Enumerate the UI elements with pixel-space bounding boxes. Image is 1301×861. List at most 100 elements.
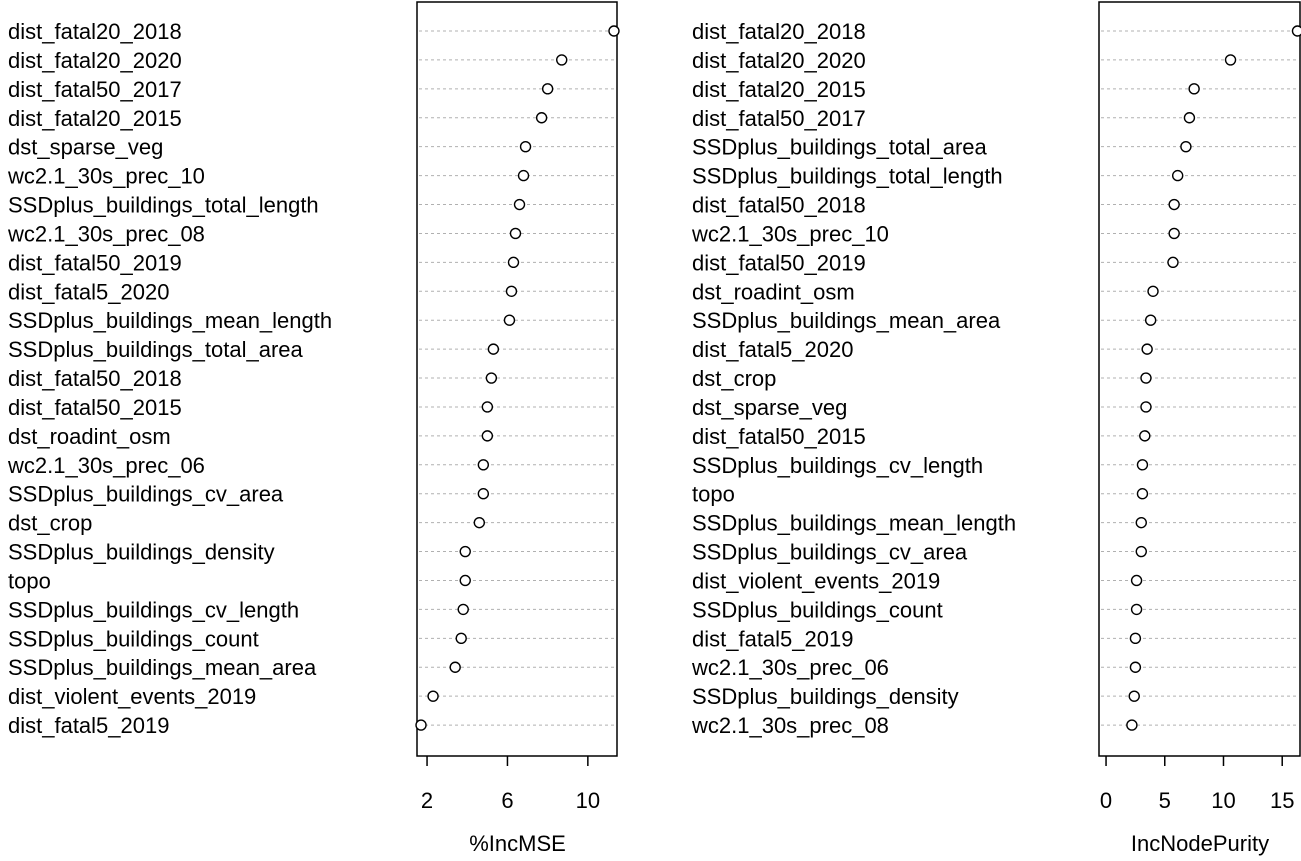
variable-label: dst_crop [8, 511, 92, 536]
data-point [1129, 661, 1142, 673]
variable-label: wc2.1_30s_prec_06 [7, 453, 205, 478]
data-point [449, 661, 461, 673]
variable-label: dist_fatal5_2019 [8, 713, 169, 738]
data-point [1167, 256, 1179, 269]
data-point [1139, 430, 1151, 442]
data-point [415, 719, 427, 731]
data-point [459, 574, 471, 587]
variable-label: dist_fatal50_2015 [692, 424, 866, 449]
variable-label: dist_fatal50_2017 [692, 106, 866, 131]
variable-label: dist_fatal20_2015 [8, 106, 182, 131]
data-point [487, 343, 500, 355]
data-point [517, 169, 530, 182]
data-point [1126, 719, 1138, 731]
variable-label: dist_fatal5_2020 [8, 279, 169, 304]
variable-label: SSDplus_buildings_total_length [8, 193, 319, 218]
data-point [1130, 603, 1143, 616]
data-point [1180, 140, 1192, 153]
data-point [485, 372, 498, 384]
data-point [505, 285, 518, 297]
data-point [427, 690, 439, 702]
data-point [1147, 285, 1159, 297]
variable-label: dist_fatal20_2018 [692, 19, 866, 44]
variable-label: topo [692, 482, 735, 507]
data-point [457, 603, 469, 616]
variable-label: dst_sparse_veg [692, 395, 847, 420]
variable-label: wc2.1_30s_prec_08 [7, 221, 205, 246]
variable-label: SSDplus_buildings_mean_area [692, 308, 1001, 333]
variable-label: wc2.1_30s_prec_10 [691, 221, 889, 246]
variable-label: dist_violent_events_2019 [692, 568, 940, 593]
variable-label: wc2.1_30s_prec_10 [7, 164, 205, 189]
data-point [556, 54, 568, 66]
variable-label: dist_fatal5_2020 [692, 337, 853, 362]
data-point [519, 140, 532, 153]
variable-label: SSDplus_buildings_count [8, 626, 259, 651]
variable-label: SSDplus_buildings_cv_length [8, 597, 299, 622]
data-point [1140, 401, 1152, 413]
incnodepurity-panel: dist_fatal20_2018 dist_fatal20_2020 dist_f… [691, 1, 1301, 856]
data-point [1291, 25, 1301, 37]
data-point [1168, 227, 1180, 240]
variable-label: SSDplus_buildings_mean_area [8, 655, 317, 680]
data-point [1130, 574, 1143, 587]
data-point [455, 632, 467, 645]
data-point [1140, 372, 1152, 384]
data-point [1136, 459, 1149, 471]
data-point [459, 545, 471, 558]
x-axis-title: IncNodePurity [1131, 831, 1269, 856]
variable-label: dist_fatal50_2018 [692, 193, 866, 218]
data-point [1183, 112, 1196, 124]
data-point [477, 488, 490, 500]
variable-label: dist_fatal20_2020 [692, 48, 866, 73]
x-axis-title: %IncMSE [469, 831, 566, 856]
variable-label: SSDplus_buildings_cv_area [692, 540, 968, 565]
variable-label: dst_roadint_osm [692, 279, 855, 304]
data-point [1135, 516, 1147, 529]
data-point [1224, 54, 1237, 66]
variable-label: SSDplus_buildings_total_area [692, 135, 988, 160]
plot-box [1098, 1, 1301, 757]
data-point [507, 256, 520, 269]
data-point [509, 227, 522, 240]
variable-label: dist_fatal20_2020 [8, 48, 182, 73]
data-point [1129, 632, 1142, 645]
variable-label: dist_fatal5_2019 [692, 626, 853, 651]
variable-label: SSDplus_buildings_cv_area [8, 482, 284, 507]
variable-label: wc2.1_30s_prec_08 [691, 713, 889, 738]
variable-label: SSDplus_buildings_mean_length [692, 511, 1016, 536]
data-point [481, 430, 494, 442]
variable-label: SSDplus_buildings_total_length [692, 164, 1003, 189]
variable-label: dist_fatal50_2015 [8, 395, 182, 420]
data-point [481, 401, 494, 413]
data-point [1188, 83, 1200, 95]
data-point [503, 314, 516, 326]
variable-label: dist_fatal50_2019 [8, 250, 182, 275]
data-point [1128, 690, 1140, 702]
x-tick-label: 0 [1100, 788, 1112, 813]
variable-label: SSDplus_buildings_total_area [8, 337, 304, 362]
variable-label: dist_violent_events_2019 [8, 684, 256, 709]
x-tick-label: 15 [1270, 788, 1294, 813]
variable-label: SSDplus_buildings_mean_length [8, 308, 332, 333]
x-tick-label: 5 [1159, 788, 1171, 813]
data-point [541, 83, 554, 95]
plot-box [416, 1, 618, 757]
variable-label: topo [8, 568, 51, 593]
data-point [1168, 198, 1180, 211]
variable-label: SSDplus_buildings_count [692, 597, 943, 622]
data-point [608, 25, 620, 37]
data-point [513, 198, 526, 211]
variable-label: dist_fatal50_2017 [8, 77, 182, 102]
variable-label: wc2.1_30s_prec_06 [691, 655, 889, 680]
variable-label: dist_fatal20_2015 [692, 77, 866, 102]
data-point [473, 516, 486, 529]
variable-label: dst_crop [692, 366, 776, 391]
x-tick-label: 10 [576, 788, 600, 813]
x-tick-label: 10 [1211, 788, 1235, 813]
data-point [1171, 169, 1184, 182]
x-tick-label: 6 [501, 788, 513, 813]
variable-label: SSDplus_buildings_density [8, 540, 275, 565]
data-point [1141, 343, 1153, 355]
data-point [1136, 488, 1149, 500]
